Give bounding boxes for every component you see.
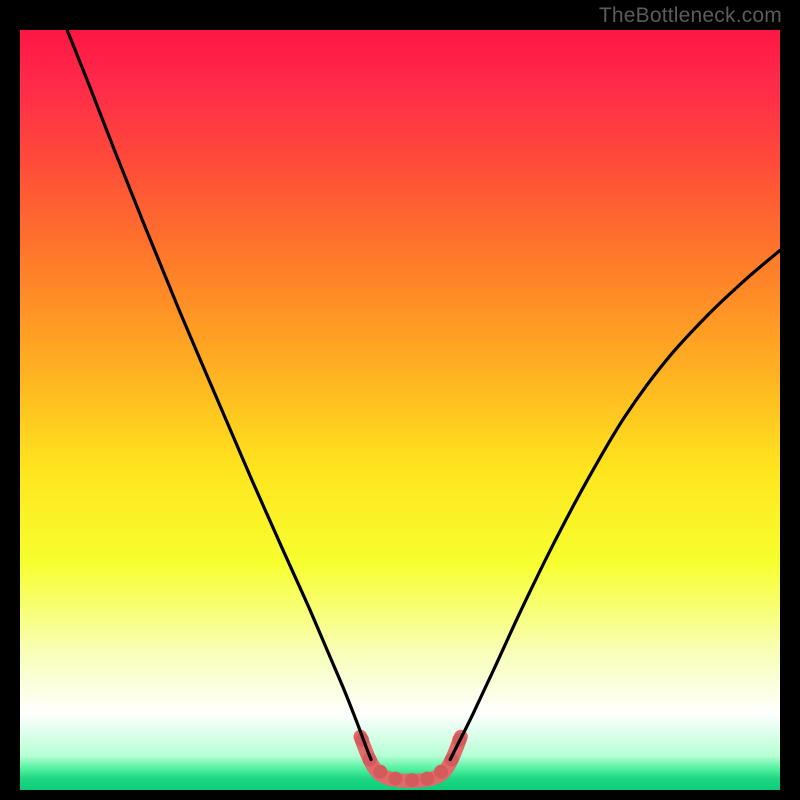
chart-outer-frame: TheBottleneck.com [0, 0, 800, 800]
valley-dot [388, 772, 402, 786]
chart-curves [20, 30, 780, 790]
watermark-text: TheBottleneck.com [599, 4, 782, 28]
valley-dot [434, 765, 448, 779]
valley-dot [373, 765, 387, 779]
plot-area [20, 30, 780, 790]
curve-right-main [450, 250, 780, 759]
valley-dot [420, 772, 434, 786]
valley-dot [405, 773, 419, 787]
curve-left-main [67, 30, 371, 760]
